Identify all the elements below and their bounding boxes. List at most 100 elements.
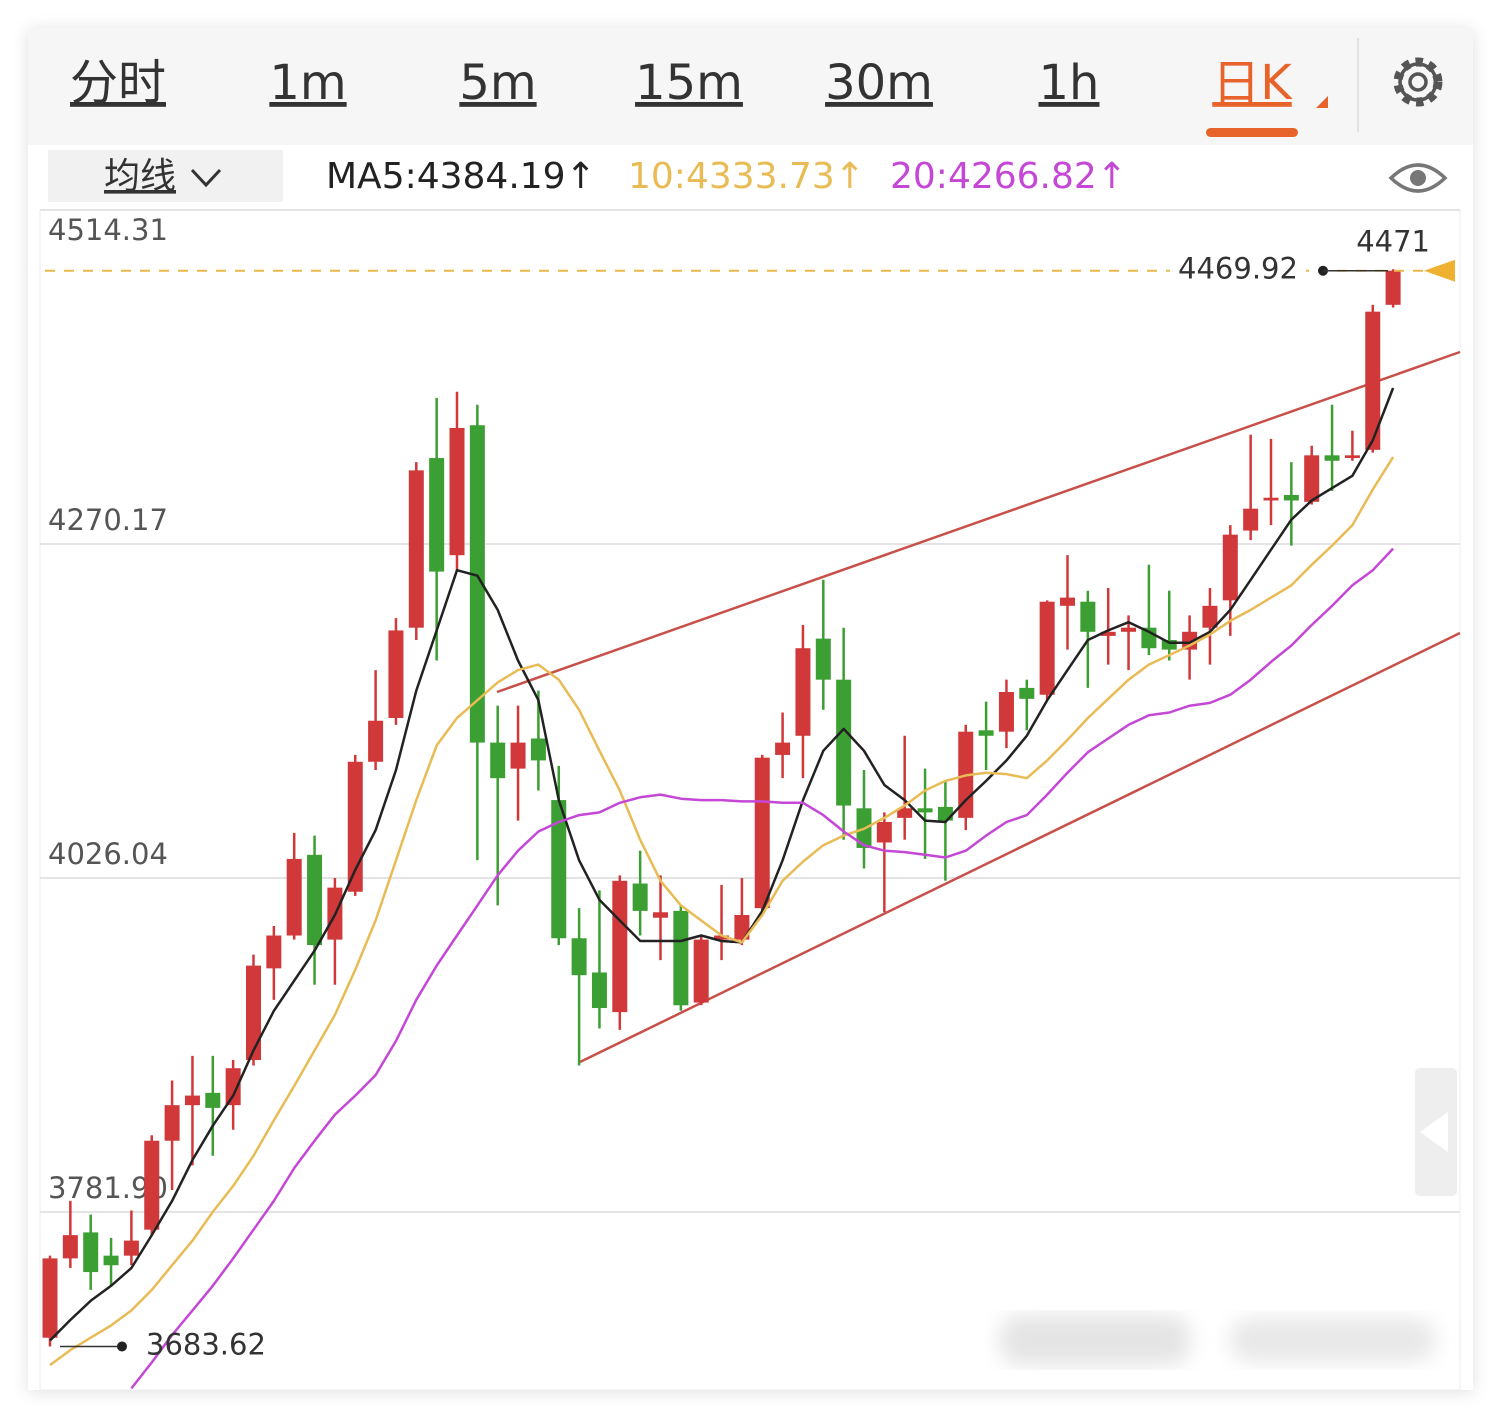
candle-body (184, 1095, 200, 1106)
last-price-marker (1424, 259, 1455, 282)
candle-body (876, 821, 892, 843)
candle-body (1019, 687, 1035, 699)
candle-body (795, 648, 811, 736)
candle-body (754, 757, 770, 909)
candle-body (83, 1232, 99, 1273)
candle-body (1161, 640, 1177, 650)
candle-body (1263, 497, 1279, 501)
last-price-label: 4469.92 (1178, 252, 1298, 286)
candle-body (368, 720, 384, 762)
ma-selector-bg[interactable] (48, 150, 283, 202)
candle-body (571, 938, 587, 976)
candle-body (388, 630, 404, 718)
tab[interactable]: 分时 (70, 55, 166, 111)
candle-body (1385, 270, 1401, 305)
candle-body (612, 880, 628, 1013)
candle-body (1365, 311, 1381, 450)
legend-entry: 20:4266.82↑ (890, 156, 1127, 197)
candle-body (591, 972, 607, 1009)
legend-entry: 10:4333.73↑ (628, 156, 865, 197)
candle-body (307, 854, 323, 946)
candle-body (1222, 534, 1238, 601)
tab-bar (28, 28, 1473, 145)
candle-body (1344, 455, 1360, 459)
candle-body (937, 806, 953, 821)
tabs: 分时 1m 5m 15m 30m 1h 日K (70, 55, 1328, 137)
candle-body (408, 470, 424, 628)
tab-corner (1316, 96, 1328, 108)
watermark (1000, 1315, 1435, 1365)
y-tick-label: 4270.17 (48, 503, 168, 537)
ma-line (49, 456, 1395, 1367)
candle-body (1100, 631, 1116, 636)
candle-body (693, 939, 709, 1003)
candle-body (225, 1068, 241, 1106)
side-handle-arrow (1420, 1112, 1448, 1152)
candle-body (469, 425, 485, 743)
channel-upper (496, 350, 1461, 694)
candle-body (530, 738, 546, 761)
candle-body (123, 1240, 139, 1256)
candle-body (1243, 508, 1259, 531)
settings-icon[interactable] (1393, 57, 1443, 107)
candle-body (1060, 597, 1075, 606)
candle-body (1324, 455, 1340, 461)
eye-icon[interactable] (1388, 163, 1448, 193)
candle-body (714, 935, 730, 940)
tab-indicator (1206, 128, 1298, 137)
candle-body (1080, 601, 1096, 632)
candle-body (917, 808, 933, 813)
plot (42, 269, 1401, 1390)
tab[interactable]: 5m (459, 55, 536, 111)
candle-body (815, 638, 831, 680)
candle-body (510, 742, 526, 769)
ma-selector[interactable]: 均线 (104, 156, 176, 197)
ma-line (49, 387, 1395, 1342)
candle-body (734, 914, 750, 940)
candle-body (632, 883, 648, 911)
candle-body (1202, 605, 1218, 628)
candle-body (164, 1105, 180, 1141)
candle-body (490, 742, 506, 779)
candle-body (1121, 627, 1137, 632)
candle-body (998, 691, 1014, 732)
tab[interactable]: 日K (1212, 55, 1293, 111)
candle-body (347, 761, 363, 892)
candle-body (205, 1092, 221, 1108)
candle-body (836, 679, 852, 806)
candle-body (978, 730, 994, 736)
candle-body (775, 742, 791, 755)
tab[interactable]: 30m (825, 55, 933, 111)
annotations: 4471 3683.62 4469.92 (45, 224, 1455, 1361)
min-label: 3683.62 (146, 1327, 266, 1361)
y-tick-label: 4026.04 (48, 837, 168, 871)
max-label: 4471 (1356, 224, 1430, 258)
candle-body (1039, 601, 1055, 695)
dropdown-arrow (190, 168, 222, 188)
candle-body (144, 1140, 160, 1230)
candle-body (286, 858, 302, 936)
candle-body (551, 800, 567, 939)
tab[interactable]: 15m (635, 55, 743, 111)
candle-body (449, 427, 465, 556)
tab[interactable]: 1h (1039, 55, 1100, 111)
candle-body (897, 808, 913, 818)
legend: MA5:4384.19↑ 10:4333.73↑ 20:4266.82↑ (326, 156, 1127, 197)
candle-body (266, 935, 282, 969)
candle-body (1182, 631, 1198, 650)
legend-entry: MA5:4384.19↑ (326, 156, 596, 197)
tab[interactable]: 1m (269, 55, 346, 111)
card (28, 28, 1473, 1390)
candle-body (653, 912, 668, 918)
min-dot (117, 1341, 127, 1352)
candle-body (42, 1258, 58, 1338)
candle-body (673, 910, 689, 1006)
candle-body (62, 1235, 78, 1259)
candle-body (103, 1255, 119, 1266)
candle-body (246, 965, 261, 1061)
last-price-bg (1170, 252, 1306, 289)
candle-body (429, 458, 445, 572)
candle-body (1283, 494, 1299, 501)
